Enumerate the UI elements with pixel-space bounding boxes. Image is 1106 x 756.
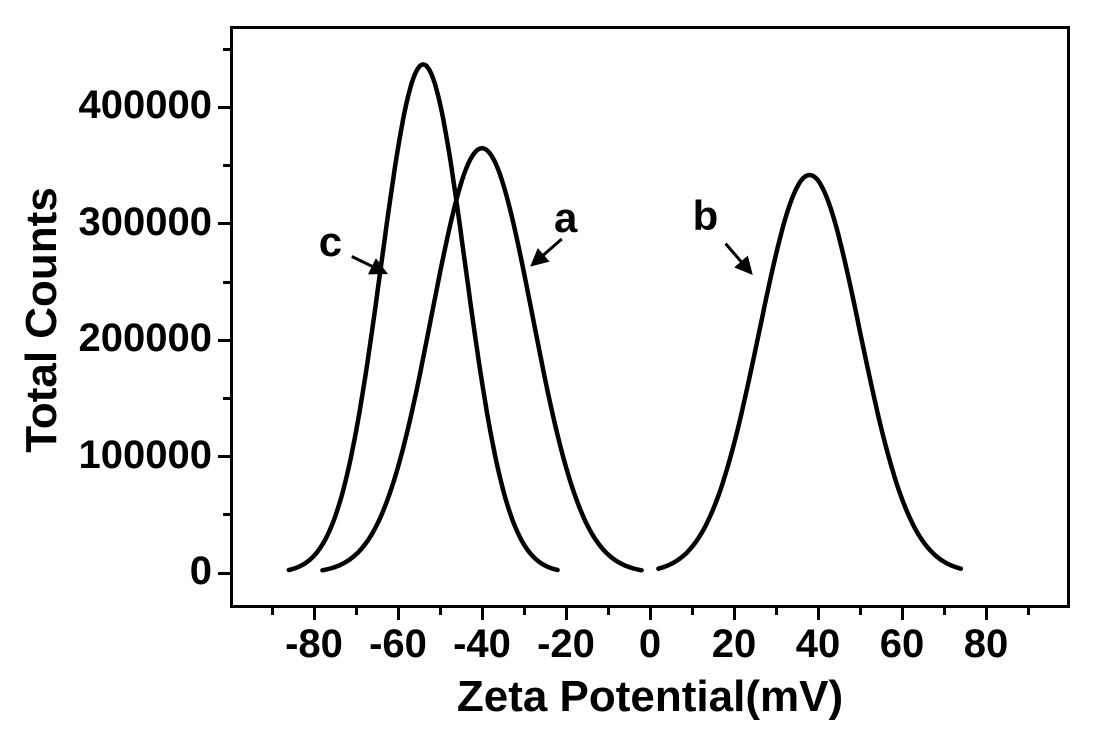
y-tick-label: 100000 [79,433,212,478]
y-minor-tick [223,48,230,51]
x-tick [817,608,820,620]
y-tick [218,222,230,225]
x-minor-tick [355,608,358,615]
y-tick [218,106,230,109]
x-minor-tick [271,608,274,615]
annotation-arrow-b [726,244,751,273]
x-tick [901,608,904,620]
x-minor-tick [859,608,862,615]
y-tick-label: 0 [190,549,212,594]
x-tick [985,608,988,620]
x-minor-tick [1027,608,1030,615]
x-tick [313,608,316,620]
y-axis-label: Total Counts [17,29,67,611]
x-minor-tick [607,608,610,615]
x-tick [481,608,484,620]
x-tick [397,608,400,620]
x-tick [565,608,568,620]
x-minor-tick [775,608,778,615]
series-a [322,148,641,570]
annotation-b: b [693,192,719,240]
x-tick [649,608,652,620]
y-minor-tick [223,397,230,400]
series-c [289,64,558,570]
y-tick-label: 400000 [79,83,212,128]
y-minor-tick [223,513,230,516]
y-minor-tick [223,164,230,167]
annotation-a: a [554,194,577,242]
x-minor-tick [523,608,526,615]
y-tick [218,572,230,575]
x-axis-label: Zeta Potential(mV) [230,672,1070,722]
x-minor-tick [691,608,694,615]
x-minor-tick [943,608,946,615]
x-tick-label: 80 [936,622,1036,667]
y-tick-label: 200000 [79,316,212,361]
x-minor-tick [439,608,442,615]
y-tick-label: 300000 [79,200,212,245]
y-tick [218,339,230,342]
y-tick [218,455,230,458]
annotation-arrow-a [532,239,561,265]
annotation-c: c [319,218,342,266]
y-minor-tick [223,281,230,284]
zeta-potential-chart: Total Counts Zeta Potential(mV) 0 100000 2… [0,0,1106,756]
x-tick [733,608,736,620]
